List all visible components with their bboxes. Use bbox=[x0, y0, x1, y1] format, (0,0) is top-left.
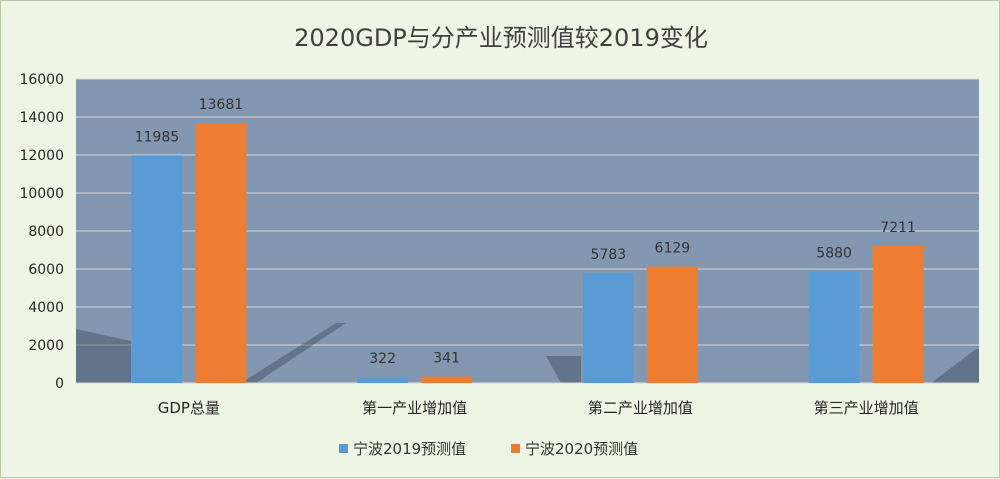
plot-decoration bbox=[76, 323, 979, 383]
bars bbox=[131, 123, 924, 383]
bar-1-1 bbox=[421, 376, 473, 383]
y-tick-label: 10000 bbox=[19, 186, 64, 202]
y-tick-label: 2000 bbox=[28, 338, 64, 354]
bar-2-1 bbox=[646, 266, 698, 383]
bar-2-0 bbox=[582, 273, 634, 383]
data-label: 7211 bbox=[880, 220, 916, 236]
legend: 宁波2019预测值 宁波2020预测值 bbox=[339, 440, 638, 458]
data-label: 322 bbox=[369, 351, 396, 367]
x-tick-label: GDP总量 bbox=[158, 399, 220, 417]
bar-0-0 bbox=[131, 155, 183, 383]
y-tick-label: 16000 bbox=[19, 72, 64, 88]
y-tick-label: 12000 bbox=[19, 148, 64, 164]
chart-title: 2020GDP与分产业预测值较2019变化 bbox=[294, 24, 708, 52]
data-label: 11985 bbox=[135, 129, 180, 145]
data-label: 5783 bbox=[591, 247, 627, 263]
y-tick-label: 14000 bbox=[19, 110, 64, 126]
shadow-shape-1 bbox=[241, 323, 346, 383]
x-tick-label: 第二产业增加值 bbox=[588, 399, 693, 417]
y-tick-label: 6000 bbox=[28, 262, 64, 278]
x-tick-label: 第一产业增加值 bbox=[362, 399, 467, 417]
legend-swatch bbox=[511, 444, 520, 453]
y-tick-label: 4000 bbox=[28, 300, 64, 316]
data-labels: 11985 13681 322 341 5783 6129 5880 7211 bbox=[135, 97, 916, 367]
shadow-shape-2 bbox=[546, 356, 581, 383]
legend-swatch bbox=[339, 444, 348, 453]
bar-3-0 bbox=[808, 271, 860, 383]
data-label: 341 bbox=[433, 351, 460, 367]
shadow-shape-0 bbox=[76, 329, 131, 383]
x-axis: GDP总量 第一产业增加值 第二产业增加值 第三产业增加值 bbox=[158, 399, 919, 417]
bar-3-1 bbox=[872, 245, 924, 383]
bar-0-1 bbox=[195, 123, 247, 383]
y-tick-label: 0 bbox=[55, 376, 64, 392]
y-tick-label: 8000 bbox=[28, 224, 64, 240]
data-label: 13681 bbox=[199, 97, 244, 113]
legend-label: 宁波2020预测值 bbox=[525, 440, 638, 458]
data-label: 6129 bbox=[655, 241, 691, 257]
x-tick-label: 第三产业增加值 bbox=[814, 399, 919, 417]
legend-label: 宁波2019预测值 bbox=[353, 440, 466, 458]
data-label: 5880 bbox=[816, 245, 852, 261]
shadow-shape-3 bbox=[931, 349, 979, 383]
bar-1-0 bbox=[357, 376, 409, 383]
